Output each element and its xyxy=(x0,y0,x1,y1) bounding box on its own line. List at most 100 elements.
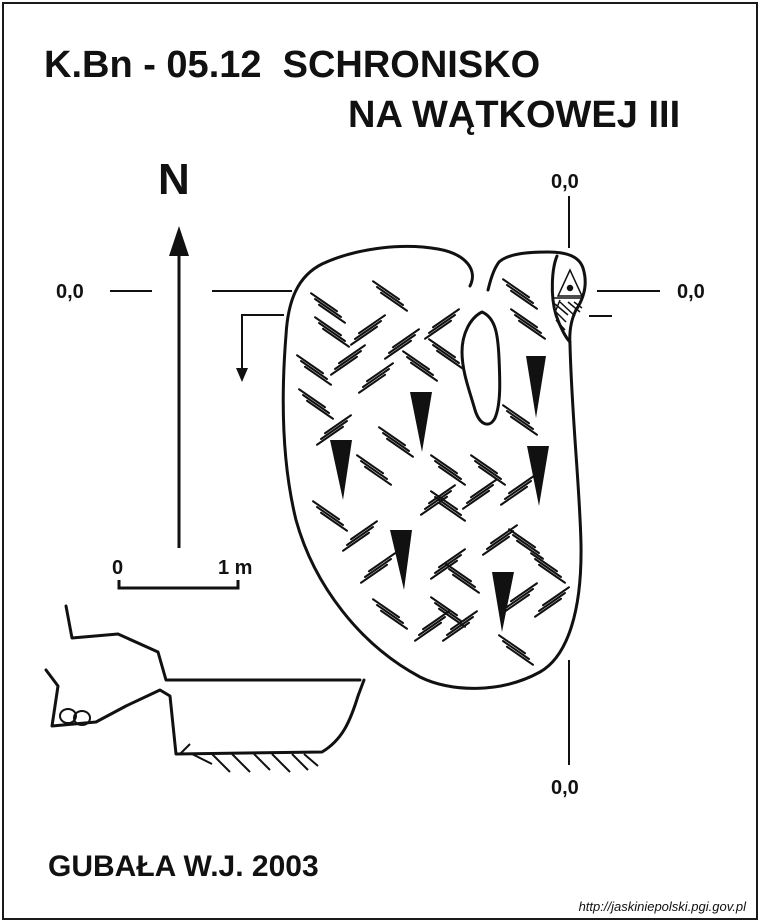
hatch-stroke xyxy=(360,563,389,584)
hatch-stroke xyxy=(500,485,529,506)
hatch-stroke xyxy=(451,573,480,594)
hatch-stroke xyxy=(434,554,462,574)
hatch-stroke xyxy=(302,394,330,414)
hatch-stroke xyxy=(372,280,401,301)
hatch-stroke xyxy=(391,328,420,349)
hatch-stroke xyxy=(514,314,542,334)
hatch-stroke xyxy=(430,490,459,511)
slope-triangle-3 xyxy=(330,440,352,500)
hatch-stroke xyxy=(360,460,388,480)
hatch-stroke xyxy=(356,454,385,475)
hatch-stroke xyxy=(379,291,408,312)
hatch-stroke xyxy=(506,588,534,608)
hatch-stroke xyxy=(509,289,538,310)
slope-symbols xyxy=(330,356,549,632)
hatch-stroke xyxy=(300,360,328,380)
hatch-stroke xyxy=(363,465,392,486)
scale-label-one-meter: 1 m xyxy=(218,557,253,579)
hatch-stroke xyxy=(515,539,544,560)
hatch-stroke xyxy=(449,610,478,631)
hatch-stroke xyxy=(434,602,462,622)
hatch-stroke xyxy=(421,610,450,631)
slope-triangle-6 xyxy=(492,572,514,632)
entrance-symbol-icon xyxy=(553,268,584,331)
hatch-stroke xyxy=(384,339,413,360)
hatch-stroke xyxy=(406,356,434,376)
hatch-stroke xyxy=(502,640,530,660)
hatch-stroke xyxy=(362,368,390,388)
hatch-stroke xyxy=(378,426,407,447)
hatch-stroke xyxy=(509,415,538,436)
hatch-stroke xyxy=(376,604,404,624)
hatch-stroke xyxy=(388,334,416,354)
hatch-stroke xyxy=(434,460,462,480)
hatch-stroke xyxy=(474,460,502,480)
hatch-stroke xyxy=(469,478,498,499)
hatch-stroke xyxy=(358,373,387,394)
hatch-stroke xyxy=(428,314,456,334)
cross-section-profile xyxy=(44,604,366,756)
hatch-stroke xyxy=(372,598,401,619)
cave-title-line-2: NA WĄTKOWEJ III xyxy=(348,94,681,136)
hatch-stroke xyxy=(318,322,346,342)
hatch-stroke xyxy=(424,319,453,340)
hatch-stroke xyxy=(430,559,459,580)
hatch-stroke xyxy=(435,349,464,370)
hatch-stroke xyxy=(477,465,506,486)
scale-bar xyxy=(117,580,240,590)
cave-outline xyxy=(281,244,587,690)
hatch-stroke xyxy=(538,592,566,612)
hatch-stroke xyxy=(296,354,325,375)
section-boulders xyxy=(59,708,91,726)
hatch-stroke xyxy=(310,292,339,313)
hatch-stroke xyxy=(430,454,459,475)
hatch-stroke xyxy=(382,432,410,452)
north-label: N xyxy=(158,155,190,204)
hatch-stroke xyxy=(507,474,536,495)
hatch-stroke xyxy=(376,286,404,306)
hatch-stroke xyxy=(431,308,460,329)
hatch-stroke xyxy=(437,501,466,522)
hatch-stroke xyxy=(414,621,443,642)
hatch-stroke xyxy=(314,298,342,318)
datum-label-bottom: 0,0 xyxy=(551,777,579,799)
hatch-stroke xyxy=(330,355,359,376)
datum-label-left: 0,0 xyxy=(56,281,84,303)
hatch-stroke xyxy=(320,420,348,440)
slope-triangle-2 xyxy=(526,356,546,418)
hatch-stroke xyxy=(354,320,382,340)
slope-triangle-4 xyxy=(527,446,549,506)
hatch-stroke xyxy=(317,303,346,324)
hatch-stroke xyxy=(418,616,446,636)
hatch-stroke xyxy=(517,319,546,340)
hatch-stroke xyxy=(342,531,371,552)
hatch-stroke xyxy=(444,562,473,583)
hatch-stroke xyxy=(303,365,332,386)
hatch-stroke xyxy=(489,524,518,545)
hatch-stroke xyxy=(314,316,343,337)
hatch-stroke xyxy=(305,399,334,420)
hatch-stroke xyxy=(498,634,527,655)
slope-triangle-1 xyxy=(410,392,432,452)
hatch-stroke xyxy=(448,568,476,588)
hatch-stroke xyxy=(379,609,408,630)
hatch-stroke xyxy=(350,325,379,346)
hatch-stroke xyxy=(316,425,345,446)
hatch-stroke xyxy=(512,534,540,554)
section-arrow-icon xyxy=(236,314,284,382)
hatch-stroke xyxy=(316,506,344,526)
hatch-stroke xyxy=(365,362,394,383)
cave-title-line-1: K.Bn - 05.12 SCHRONISKO xyxy=(44,44,541,86)
hatch-stroke xyxy=(462,489,491,510)
hatch-stroke xyxy=(486,530,514,550)
section-floor-hatching xyxy=(179,743,319,773)
hatch-stroke xyxy=(367,552,396,573)
hatch-stroke xyxy=(437,465,466,486)
hatch-stroke xyxy=(437,548,466,569)
datum-label-right: 0,0 xyxy=(677,281,705,303)
hatch-stroke xyxy=(506,410,534,430)
hatch-stroke xyxy=(437,607,466,628)
hatch-stroke xyxy=(482,535,511,556)
hatch-stroke xyxy=(312,500,341,521)
